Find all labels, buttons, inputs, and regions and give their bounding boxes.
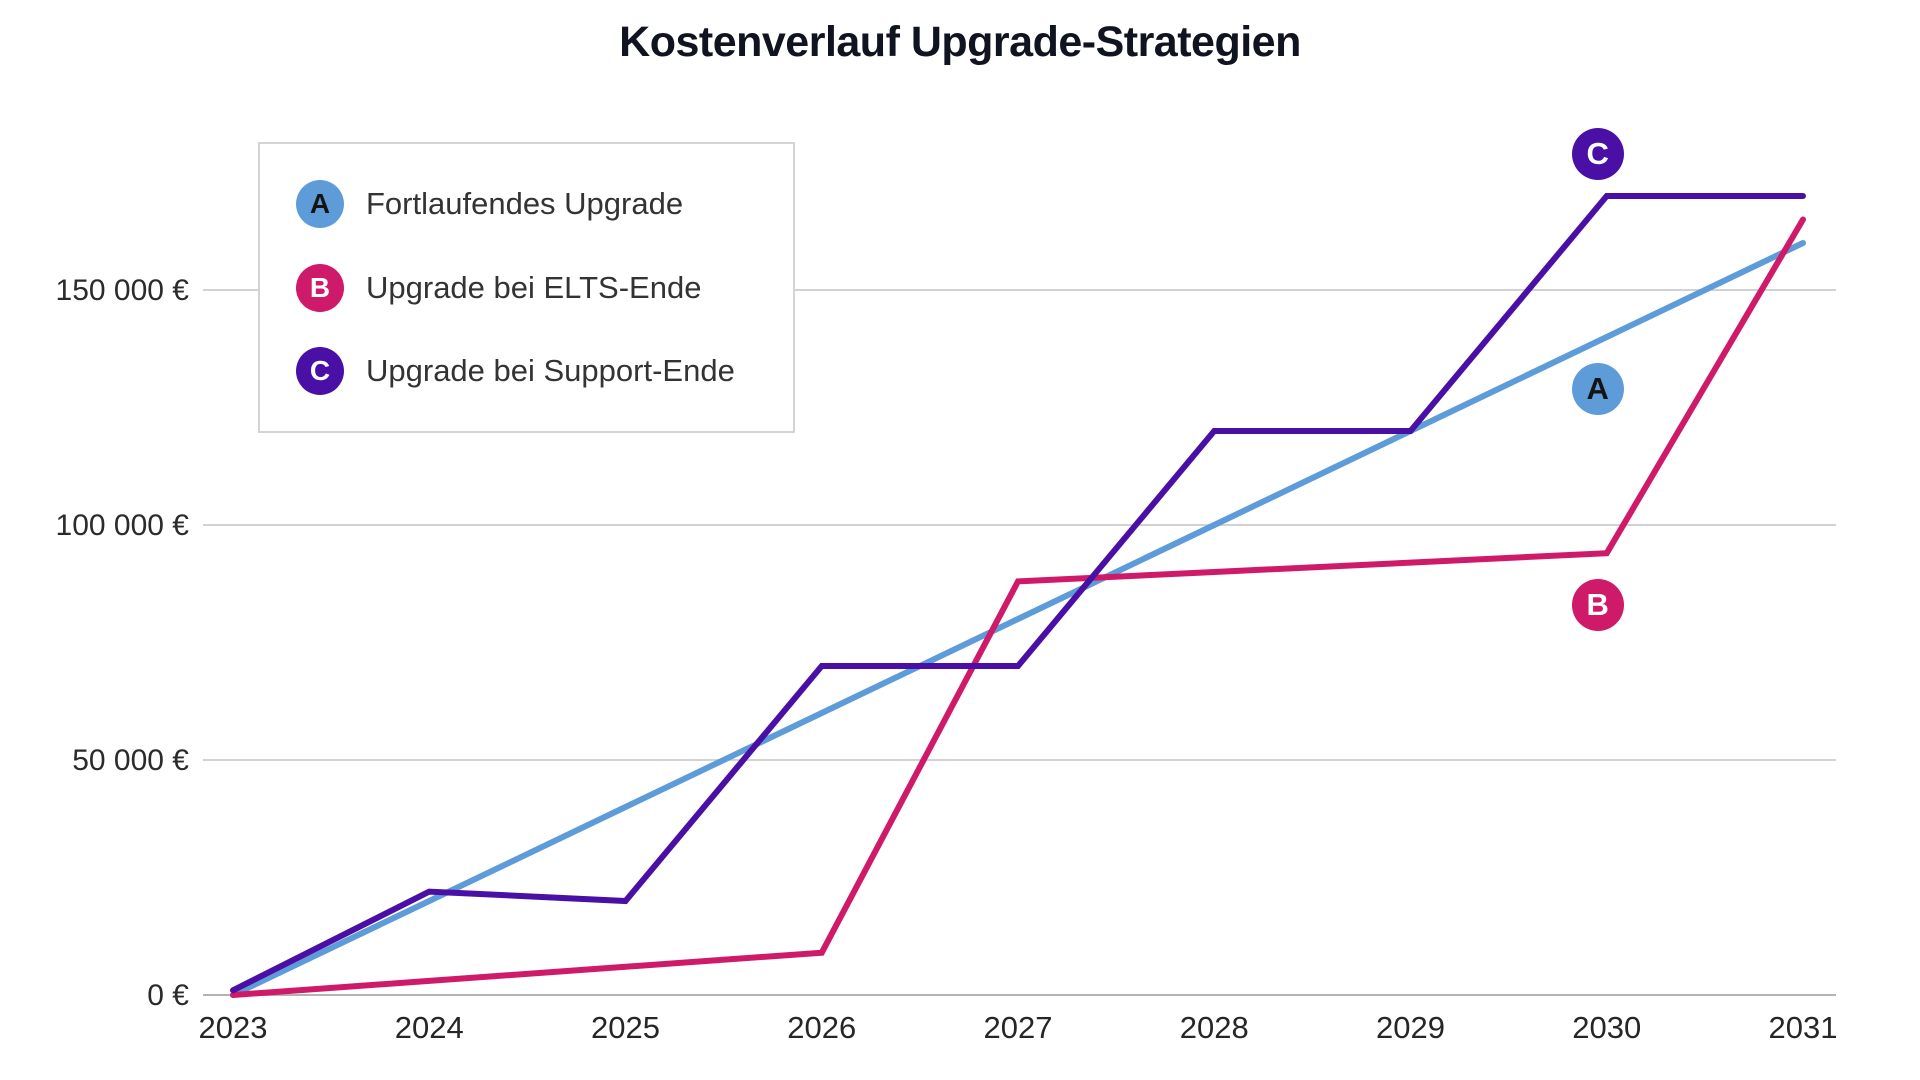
- legend: A Fortlaufendes Upgrade B Upgrade bei EL…: [258, 142, 795, 433]
- x-tick-label: 2026: [787, 1010, 856, 1045]
- series-line-b: [230, 216, 1806, 998]
- y-tick-label: 100 000 €: [56, 509, 190, 542]
- legend-swatch-b-icon: B: [296, 263, 344, 312]
- y-tick-label: 0 €: [147, 979, 189, 1012]
- x-tick-label: 2023: [199, 1010, 268, 1045]
- series-line-c: [230, 193, 1806, 994]
- legend-letter: A: [309, 187, 331, 219]
- x-tick-label: 2030: [1572, 1010, 1641, 1045]
- x-tick-label: 2031: [1769, 1010, 1838, 1045]
- legend-swatch-c-icon: C: [296, 347, 344, 396]
- legend-item-upgrade-bei-support-ende: C Upgrade bei Support-Ende: [296, 347, 793, 396]
- x-tick-label: 2028: [1180, 1010, 1249, 1045]
- x-tick-label: 2029: [1376, 1010, 1445, 1045]
- y-tick-label: 50 000 €: [72, 744, 189, 777]
- legend-label: Upgrade bei ELTS-Ende: [366, 269, 702, 305]
- y-tick-label: 150 000 €: [56, 274, 190, 307]
- legend-item-upgrade-bei-elts-ende: B Upgrade bei ELTS-Ende: [296, 263, 793, 312]
- series-badge-c: C: [1571, 127, 1624, 180]
- legend-letter: C: [309, 355, 331, 387]
- legend-item-fortlaufendes-upgrade: A Fortlaufendes Upgrade: [296, 179, 793, 228]
- series-badge-b: B: [1571, 578, 1624, 631]
- x-tick-label: 2024: [395, 1010, 464, 1045]
- x-tick-label: 2027: [984, 1010, 1053, 1045]
- legend-swatch-a-icon: A: [296, 179, 344, 228]
- x-tick-label: 2025: [591, 1010, 660, 1045]
- legend-label: Upgrade bei Support-Ende: [366, 353, 735, 389]
- legend-label: Fortlaufendes Upgrade: [366, 185, 684, 221]
- series-badge-a: A: [1571, 362, 1624, 415]
- legend-letter: B: [309, 271, 331, 303]
- badge-letter: C: [1586, 135, 1609, 171]
- chart-title: Kostenverlauf Upgrade-Strategien: [619, 18, 1301, 66]
- series-line-a: [230, 240, 1806, 998]
- badge-letter: B: [1586, 586, 1609, 622]
- badge-letter: A: [1586, 370, 1609, 406]
